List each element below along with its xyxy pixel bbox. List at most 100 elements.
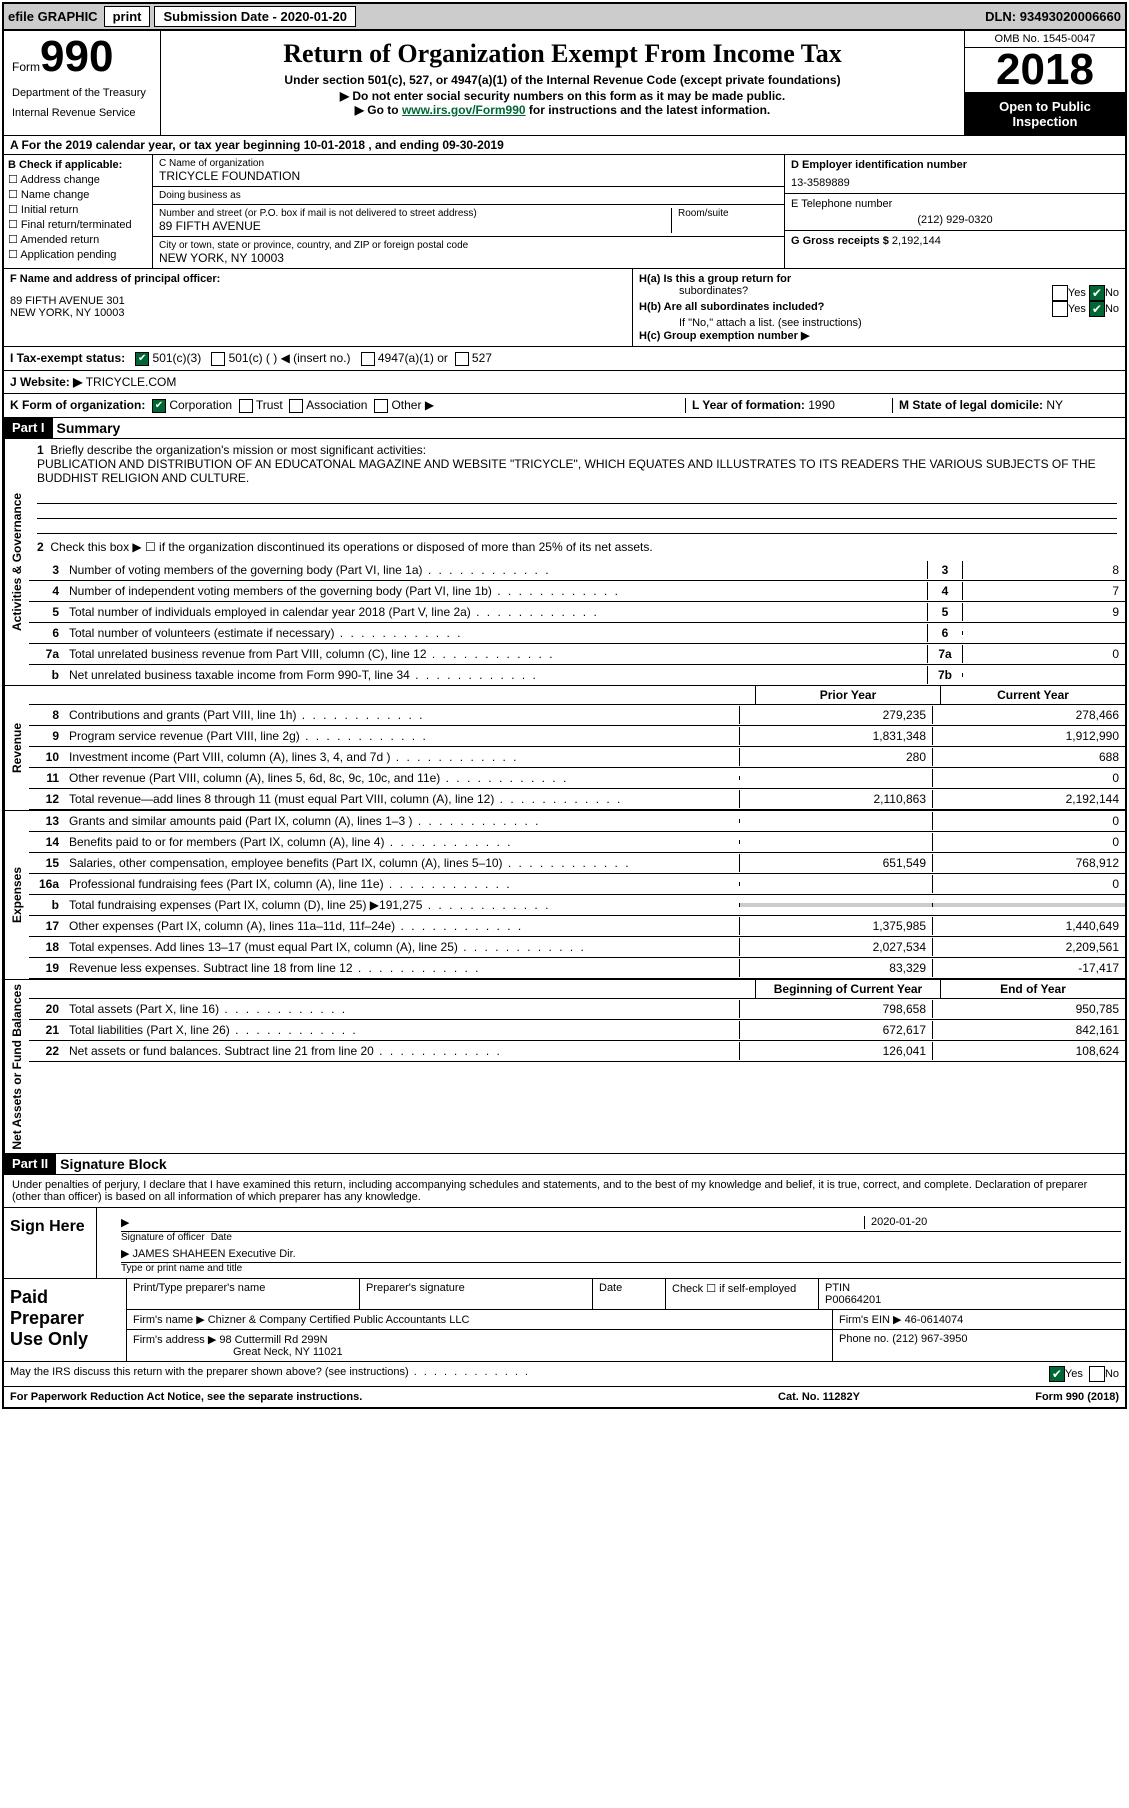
- line-9: 9Program service revenue (Part VIII, lin…: [29, 726, 1125, 747]
- form-990-page: efile GRAPHIC print Submission Date - 20…: [2, 2, 1127, 1409]
- street-address: 89 FIFTH AVENUE: [159, 219, 665, 233]
- line-18: 18Total expenses. Add lines 13–17 (must …: [29, 937, 1125, 958]
- line-17: 17Other expenses (Part IX, column (A), l…: [29, 916, 1125, 937]
- title-box: Return of Organization Exempt From Incom…: [161, 31, 965, 135]
- check-trust[interactable]: [239, 399, 253, 413]
- sub3-pre: ▶ Go to: [355, 103, 402, 117]
- check-application-pending[interactable]: ☐ Application pending: [8, 248, 148, 261]
- gov-line-6: 6Total number of volunteers (estimate if…: [29, 623, 1125, 644]
- revenue-body: Prior Year Current Year 8Contributions a…: [29, 686, 1125, 810]
- officer-name-title: JAMES SHAHEEN Executive Dir.: [133, 1248, 296, 1260]
- l-year-formation: L Year of formation: 1990: [685, 398, 892, 413]
- row-i-tax-status: I Tax-exempt status: ✔ 501(c)(3) 501(c) …: [4, 347, 1125, 371]
- check-final-return[interactable]: ☐ Final return/terminated: [8, 218, 148, 231]
- subdate-label: Submission Date -: [163, 9, 280, 24]
- firm-name-label: Firm's name ▶: [133, 1314, 208, 1326]
- f-label: F Name and address of principal officer:: [10, 273, 626, 285]
- addr-label: Number and street (or P.O. box if mail i…: [159, 208, 665, 219]
- part-1-title: Summary: [53, 418, 125, 438]
- prep-date-label: Date: [593, 1279, 666, 1309]
- line-19: 19Revenue less expenses. Subtract line 1…: [29, 958, 1125, 979]
- hb-row: H(b) Are all subordinates included? Yes …: [639, 301, 1119, 317]
- discuss-yes-check[interactable]: ✔: [1049, 1366, 1065, 1382]
- k-label: K Form of organization:: [10, 398, 145, 412]
- q1-text: PUBLICATION AND DISTRIBUTION OF AN EDUCA…: [37, 457, 1096, 485]
- telephone-cell: E Telephone number (212) 929-0320: [785, 194, 1125, 231]
- name-title-label: Type or print name and title: [121, 1263, 1121, 1274]
- check-501c[interactable]: [211, 352, 225, 366]
- section-b-c-d: B Check if applicable: ☐ Address change …: [4, 155, 1125, 269]
- m-state-domicile: M State of legal domicile: NY: [892, 398, 1119, 413]
- discuss-no-check[interactable]: [1089, 1366, 1105, 1382]
- city-cell: City or town, state or province, country…: [153, 237, 784, 268]
- q1-num: 1: [37, 443, 44, 457]
- tel-label: E Telephone number: [791, 198, 1119, 210]
- part-1-header: Part I Summary: [4, 418, 1125, 439]
- firm-ein-cell: Firm's EIN ▶ 46-0614074: [833, 1310, 1125, 1329]
- ag-body: 1 Briefly describe the organization's mi…: [29, 439, 1125, 685]
- opt-other: Other ▶: [391, 398, 434, 412]
- check-initial-return[interactable]: ☐ Initial return: [8, 203, 148, 216]
- check-corporation[interactable]: ✔: [152, 399, 166, 413]
- check-527[interactable]: [455, 352, 469, 366]
- check-address-change[interactable]: ☐ Address change: [8, 173, 148, 186]
- discuss-text: May the IRS discuss this return with the…: [10, 1366, 1049, 1382]
- check-501c3[interactable]: ✔: [135, 352, 149, 366]
- city-state-zip: NEW YORK, NY 10003: [159, 251, 778, 265]
- firm-name-cell: Firm's name ▶ Chizner & Company Certifie…: [127, 1310, 833, 1329]
- check-association[interactable]: [289, 399, 303, 413]
- prep-name-label: Print/Type preparer's name: [127, 1279, 360, 1309]
- dln-value: 93493020006660: [1020, 9, 1121, 24]
- efile-label: efile GRAPHIC: [4, 9, 102, 24]
- line-15: 15Salaries, other compensation, employee…: [29, 853, 1125, 874]
- ein-value: 13-3589889: [791, 177, 1119, 189]
- check-4947[interactable]: [361, 352, 375, 366]
- check-amended-return[interactable]: ☐ Amended return: [8, 233, 148, 246]
- na-lines-container: 20Total assets (Part X, line 16)798,6589…: [29, 999, 1125, 1062]
- subtitle-1: Under section 501(c), 527, or 4947(a)(1)…: [165, 73, 960, 87]
- net-assets-body: Beginning of Current Year End of Year 20…: [29, 980, 1125, 1154]
- print-button[interactable]: print: [104, 6, 151, 27]
- paid-row-2: Firm's name ▶ Chizner & Company Certifie…: [127, 1310, 1125, 1330]
- hc-text: H(c) Group exemption number ▶: [639, 330, 809, 342]
- opt-4947: 4947(a)(1) or: [378, 351, 448, 365]
- ha-text: H(a) Is this a group return for: [639, 273, 791, 285]
- discuss-yesno: ✔Yes No: [1049, 1366, 1119, 1382]
- paid-row-1: Print/Type preparer's name Preparer's si…: [127, 1279, 1125, 1310]
- dln: DLN: 93493020006660: [981, 9, 1125, 24]
- check-self-employed[interactable]: Check ☐ if self-employed: [666, 1279, 819, 1309]
- submission-date-button[interactable]: Submission Date - 2020-01-20: [154, 6, 356, 27]
- i-label: I Tax-exempt status:: [10, 351, 125, 365]
- hb-note: If "No," attach a list. (see instruction…: [639, 317, 1119, 329]
- paid-preparer-grid: Print/Type preparer's name Preparer's si…: [127, 1279, 1125, 1361]
- check-name-change[interactable]: ☐ Name change: [8, 188, 148, 201]
- firm-ein-value: 46-0614074: [905, 1314, 964, 1326]
- h-a: H(a) Is this a group return for: [639, 273, 1119, 285]
- row-f-h: F Name and address of principal officer:…: [4, 269, 1125, 347]
- org-name: TRICYCLE FOUNDATION: [159, 169, 778, 183]
- gov-line-5: 5Total number of individuals employed in…: [29, 602, 1125, 623]
- ptin-value: P00664201: [825, 1294, 881, 1306]
- tax-year: 2018: [965, 48, 1125, 93]
- col-b-header: B Check if applicable:: [8, 159, 148, 171]
- line-13: 13Grants and similar amounts paid (Part …: [29, 811, 1125, 832]
- col-h-group: H(a) Is this a group return for subordin…: [633, 269, 1125, 346]
- vlabel-activities-governance: Activities & Governance: [4, 439, 29, 685]
- firm-name-value: Chizner & Company Certified Public Accou…: [208, 1314, 470, 1326]
- form990-link[interactable]: www.irs.gov/Form990: [402, 103, 526, 117]
- subtitle-3: ▶ Go to www.irs.gov/Form990 for instruct…: [165, 103, 960, 117]
- mission-blank-3: [37, 519, 1117, 534]
- perjury-declaration: Under penalties of perjury, I declare th…: [4, 1175, 1125, 1207]
- opt-assoc: Association: [306, 398, 367, 412]
- dba-cell: Doing business as: [153, 187, 784, 205]
- check-other[interactable]: [374, 399, 388, 413]
- hdr-current-year: Current Year: [940, 686, 1125, 704]
- line-11: 11Other revenue (Part VIII, column (A), …: [29, 768, 1125, 789]
- col-f-officer: F Name and address of principal officer:…: [4, 269, 633, 346]
- vlabel-net-assets: Net Assets or Fund Balances: [4, 980, 29, 1154]
- row-j-website: J Website: ▶ TRICYCLE.COM: [4, 371, 1125, 394]
- line-1-mission: 1 Briefly describe the organization's mi…: [29, 439, 1125, 489]
- col-d-e-g: D Employer identification number 13-3589…: [784, 155, 1125, 268]
- opt-501c3: 501(c)(3): [153, 351, 202, 365]
- line-b: bTotal fundraising expenses (Part IX, co…: [29, 895, 1125, 916]
